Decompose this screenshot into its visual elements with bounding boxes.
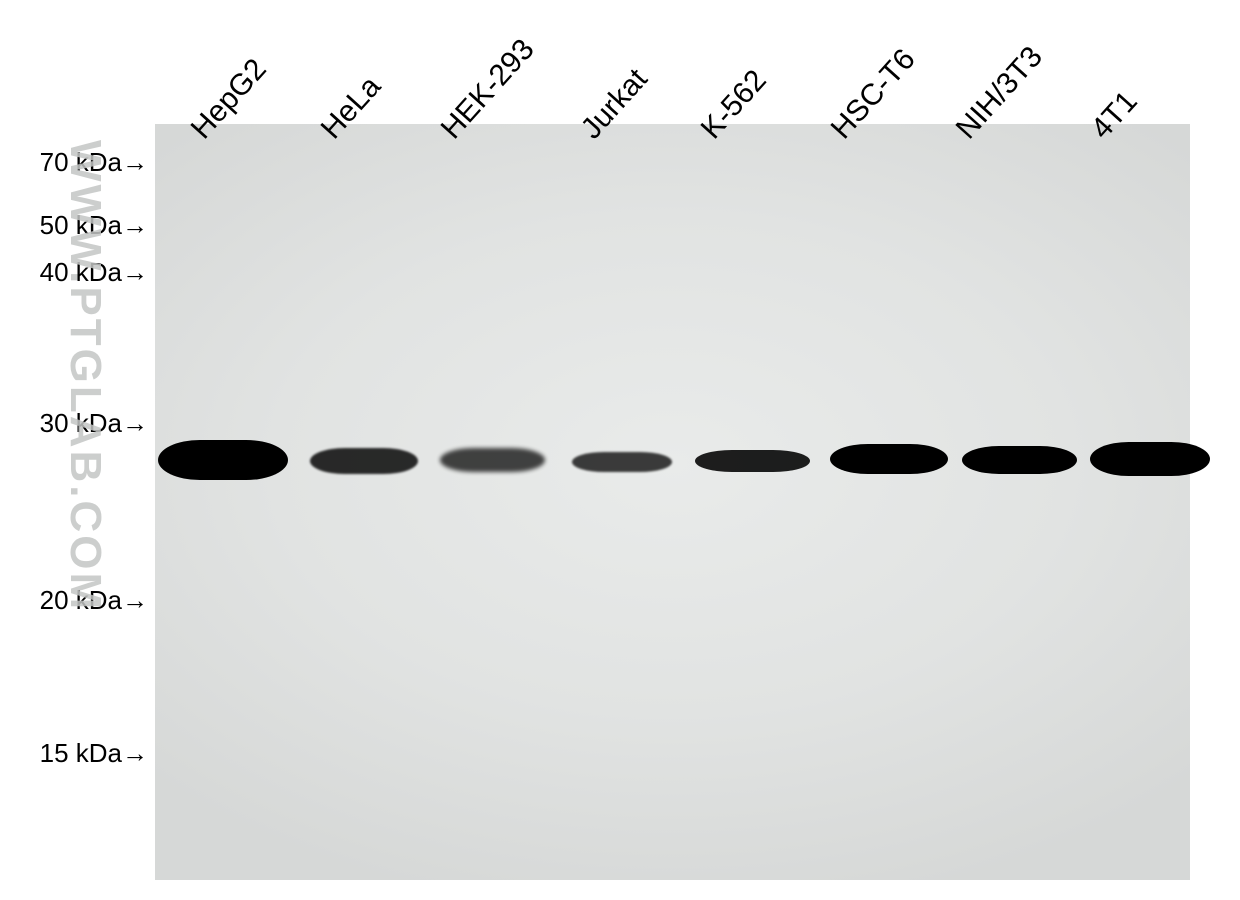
blot-band: [695, 450, 810, 472]
watermark-text: WWW.PTGLAB.COM: [60, 140, 110, 612]
blot-container: HepG2HeLaHEK-293JurkatK-562HSC-T6NIH/3T3…: [0, 0, 1240, 900]
blot-band: [830, 444, 948, 474]
blot-membrane: [155, 124, 1190, 880]
marker-label: 15 kDa→: [40, 738, 148, 769]
blot-band: [1090, 442, 1210, 476]
blot-band: [158, 440, 288, 480]
blot-band: [440, 448, 545, 472]
blot-band: [962, 446, 1077, 474]
blot-band: [572, 452, 672, 472]
blot-band: [310, 448, 418, 474]
